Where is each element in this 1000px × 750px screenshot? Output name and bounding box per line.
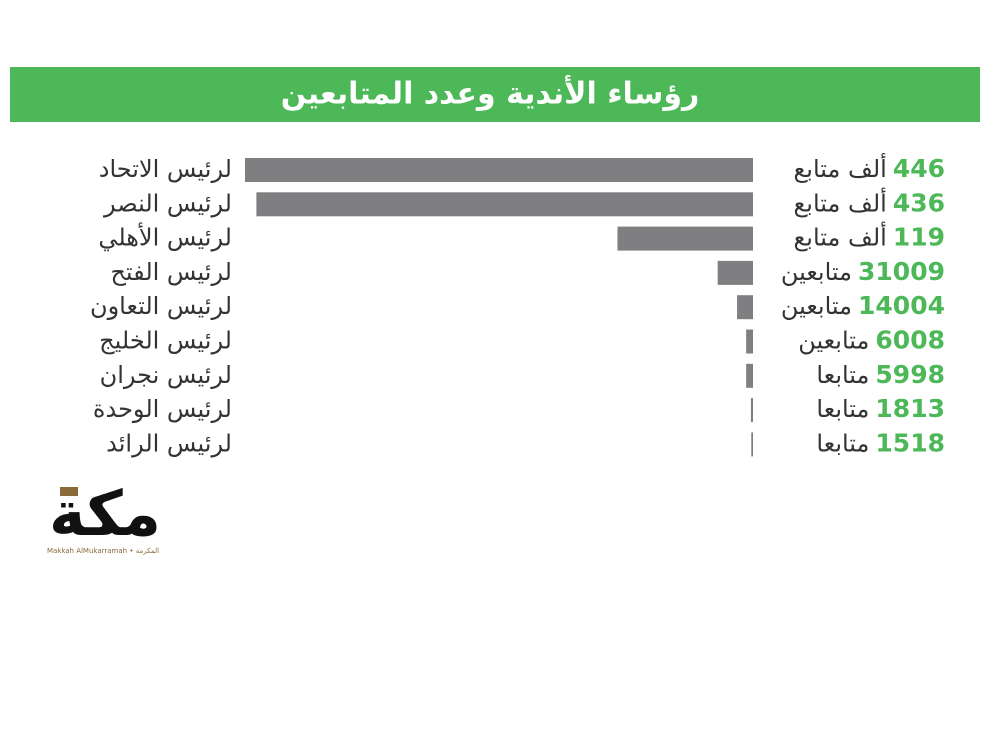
bar <box>751 432 753 457</box>
value-unit: متابعا <box>816 395 869 423</box>
value-label: 31009 <box>858 257 945 286</box>
bar <box>256 192 753 217</box>
value-label: 446 <box>893 154 945 183</box>
value-label: 119 <box>893 223 945 252</box>
chart-title: رؤساء الأندية وعدد المتابعين <box>281 75 700 112</box>
value-unit: متابعين <box>798 327 869 355</box>
value-unit: متابعا <box>816 429 869 457</box>
value-label: 6008 <box>875 326 945 355</box>
logo-tagline: Makkah AlMukarramah • المكرمة <box>47 547 159 555</box>
category-label: لرئيس نجران <box>100 361 232 389</box>
category-label: لرئيس الرائد <box>106 429 232 457</box>
bar <box>737 295 753 320</box>
category-label: لرئيس الفتح <box>110 258 232 286</box>
value-unit: متابعين <box>781 258 852 286</box>
category-label: لرئيس التعاون <box>90 292 232 320</box>
category-label: لرئيس الوحدة <box>93 395 232 423</box>
value-label: 1518 <box>875 428 945 457</box>
category-label: لرئيس الخليج <box>99 327 232 355</box>
bar <box>245 158 753 182</box>
value-unit: متابعا <box>816 361 869 389</box>
value-unit: متابعين <box>781 292 852 320</box>
value-unit: ألف متابع <box>793 187 886 217</box>
value-label: 436 <box>893 188 945 217</box>
title-banner <box>10 67 980 122</box>
bar <box>746 363 753 388</box>
category-label: لرئيس النصر <box>103 189 232 217</box>
bar <box>617 226 753 251</box>
bar <box>750 398 753 423</box>
value-label: 5998 <box>875 360 945 389</box>
bar <box>746 329 753 354</box>
category-label: لرئيس الأهلي <box>98 223 232 252</box>
value-label: 1813 <box>875 394 945 423</box>
value-unit: ألف متابع <box>793 222 886 252</box>
value-label: 14004 <box>858 291 945 320</box>
value-unit: ألف متابع <box>793 153 886 183</box>
logo-ornament <box>60 487 78 496</box>
category-label: لرئيس الاتحاد <box>99 155 232 183</box>
bar <box>717 260 753 285</box>
